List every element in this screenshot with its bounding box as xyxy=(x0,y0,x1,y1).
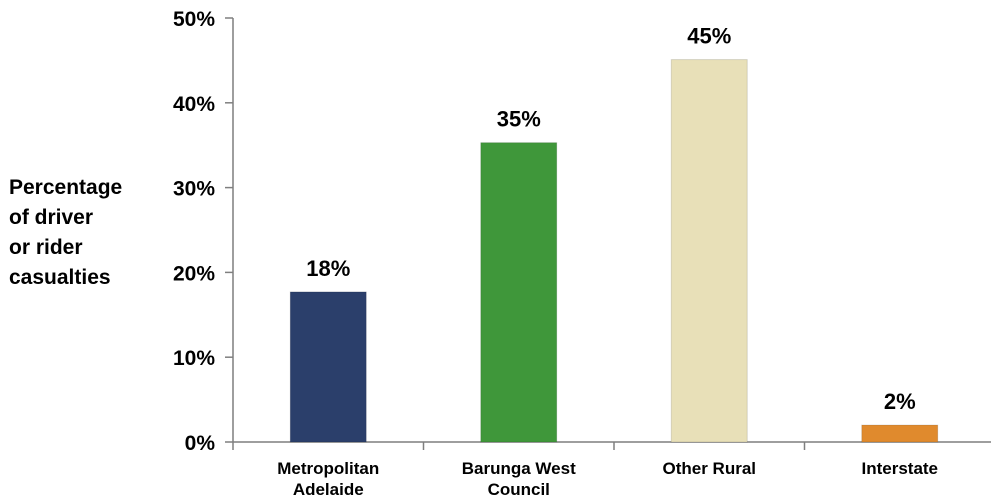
y-tick-label: 30% xyxy=(173,178,215,201)
y-tick-label: 50% xyxy=(173,8,215,31)
data-label: 18% xyxy=(306,256,350,281)
x-tick-label: Other Rural xyxy=(662,459,756,478)
data-label: 2% xyxy=(884,389,916,414)
x-tick-label: Barunga West xyxy=(462,459,576,478)
y-tick-label: 20% xyxy=(173,262,215,285)
x-tick-label: Metropolitan xyxy=(277,459,379,478)
bar xyxy=(480,142,558,443)
bar xyxy=(670,59,748,443)
y-axis-label-line: or rider xyxy=(9,236,83,259)
x-tick-label: Interstate xyxy=(861,459,938,478)
y-axis-label-line: Percentage xyxy=(9,176,123,199)
data-label: 45% xyxy=(687,24,731,49)
y-axis-label: Percentage of driver or rider casualties xyxy=(9,173,159,293)
y-tick-label: 10% xyxy=(173,347,215,370)
y-axis-label-line: casualties xyxy=(9,266,111,289)
y-axis-label-line: of driver xyxy=(9,206,94,229)
y-tick-label: 40% xyxy=(173,93,215,116)
x-tick-label: Council xyxy=(488,480,550,499)
bar xyxy=(861,424,939,443)
x-tick-label: Adelaide xyxy=(293,480,364,499)
data-label: 35% xyxy=(497,107,541,132)
bar xyxy=(289,291,367,443)
y-tick-label: 0% xyxy=(185,432,216,455)
